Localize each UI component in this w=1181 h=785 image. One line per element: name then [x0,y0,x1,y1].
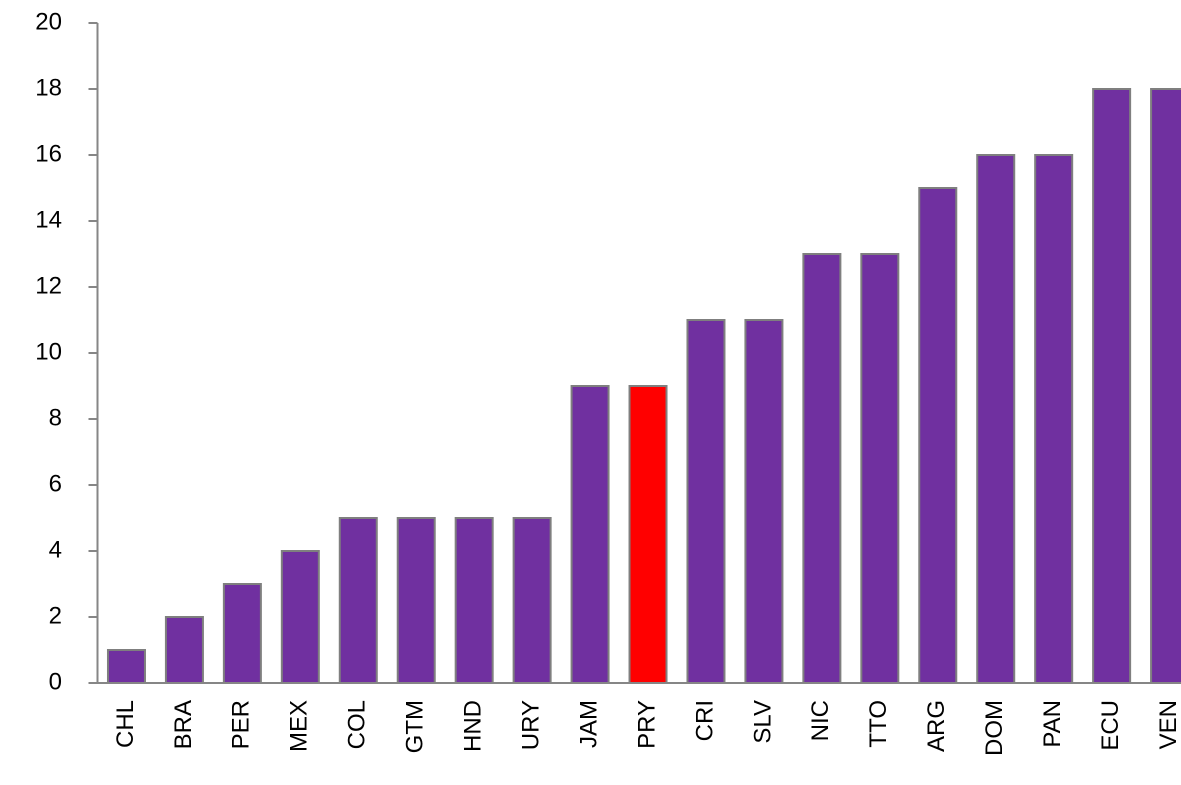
y-tick-label: 18 [35,74,62,101]
bar [918,187,958,684]
bar [1092,88,1132,684]
x-tick-label: ARG [923,700,950,752]
x-tick-label: URY [517,700,544,750]
bar [744,319,784,684]
y-tick-label: 10 [35,338,62,365]
x-tick-label: PAN [1039,700,1066,748]
bar [860,253,900,684]
bar [164,616,204,684]
y-tick-label: 0 [49,668,62,695]
bar [570,385,610,684]
x-tick-label: GTM [402,700,429,753]
bar [280,550,320,684]
x-tick-label: HND [460,700,487,752]
x-tick-label: SLV [749,700,776,744]
bar [106,649,146,684]
x-tick-label: ECU [1097,700,1124,751]
bar [222,583,262,684]
x-tick-label: DOM [981,700,1008,756]
x-tick-label: PRY [633,700,660,749]
y-tick-label: 8 [49,404,62,431]
y-tick-label: 16 [35,140,62,167]
x-tick-label: CRI [691,700,718,741]
bar [396,517,436,684]
x-tick-label: MEX [286,700,313,752]
x-tick-label: PER [228,700,255,749]
x-tick-label: BRA [170,700,197,749]
bar [1034,154,1074,684]
y-tick-label: 4 [49,536,62,563]
x-tick-label: NIC [807,700,834,741]
y-tick-label: 6 [49,470,62,497]
bar [686,319,726,684]
bar [512,517,552,684]
x-tick-label: VEN [1155,700,1181,749]
x-tick-label: JAM [575,700,602,748]
bar [1150,88,1181,684]
bar [976,154,1016,684]
y-tick-label: 14 [35,206,62,233]
y-tick-label: 2 [49,602,62,629]
bar [454,517,494,684]
bar [628,385,668,684]
x-tick-label: COL [344,700,371,749]
bar [802,253,842,684]
y-tick-label: 20 [35,8,62,35]
x-tick-label: TTO [865,700,892,748]
y-tick-label: 12 [35,272,62,299]
x-tick-label: CHL [112,700,139,748]
bar [338,517,378,684]
